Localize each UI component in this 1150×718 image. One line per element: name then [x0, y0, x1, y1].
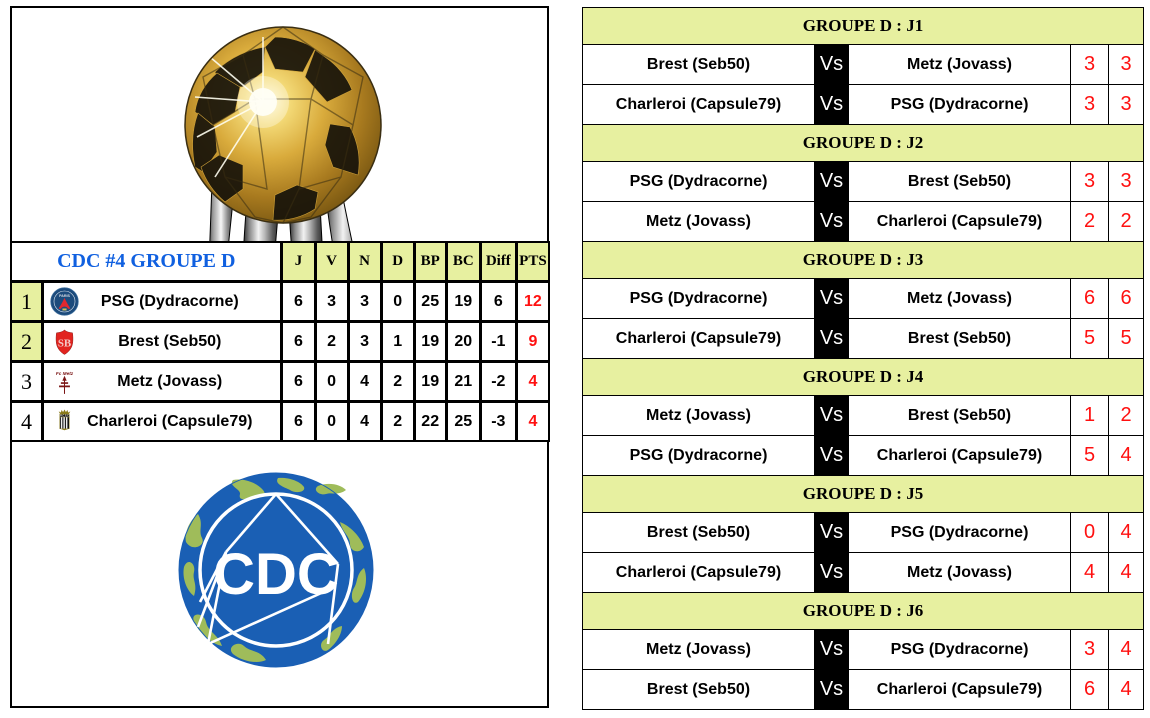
svg-text:SB: SB	[58, 338, 71, 350]
svg-text:CDC: CDC	[213, 542, 339, 607]
svg-text:PARIS: PARIS	[59, 294, 70, 298]
svg-text:Fc Metz: Fc Metz	[56, 371, 74, 376]
